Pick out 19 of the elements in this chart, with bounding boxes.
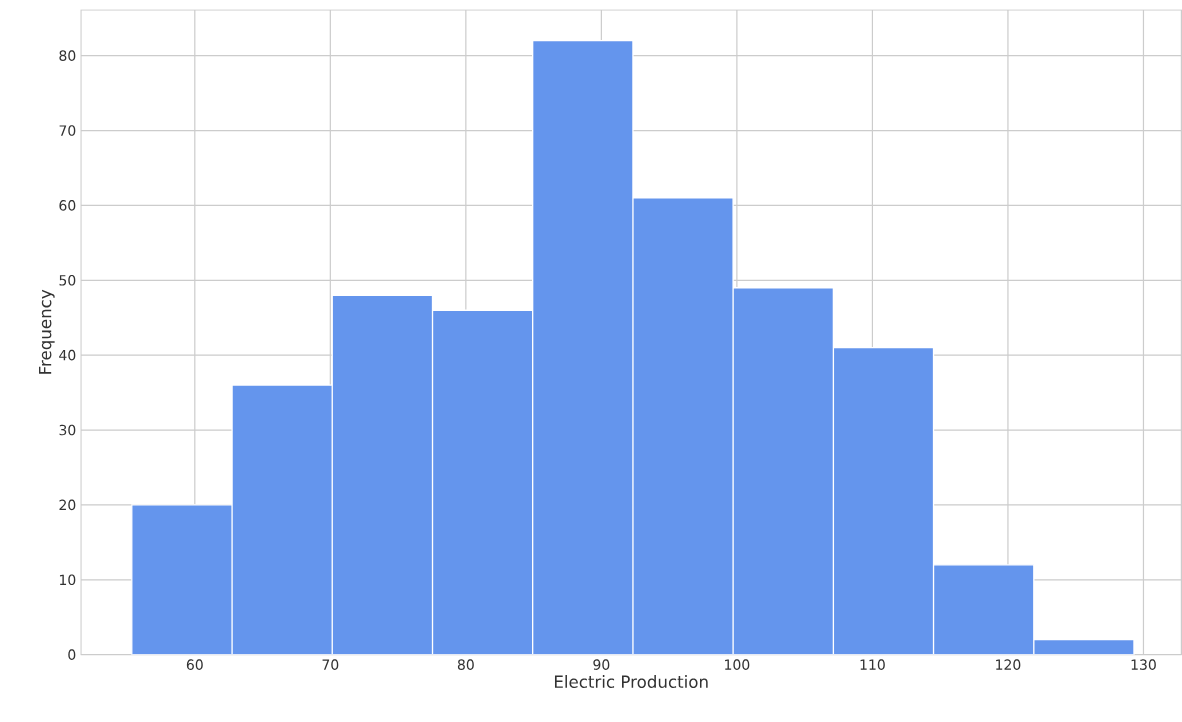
y-tick-label: 30 [59,424,76,436]
y-tick-label: 40 [59,350,76,361]
x-tick-label: 60 [186,659,203,671]
y-tick-label: 60 [59,200,76,211]
y-tick-label: 0 [68,649,76,661]
y-tick-label: 80 [59,50,76,62]
x-tick-label: 90 [593,659,610,671]
x-tick-label: 70 [322,659,339,671]
y-tick-label: 20 [59,499,76,511]
x-tick-label: 130 [1131,659,1156,671]
x-tick-label: 80 [457,659,474,671]
y-tick-label: 10 [59,574,76,586]
y-tick-label: 50 [59,275,76,286]
x-axis-title: Electric Production [554,675,708,689]
x-tick-label: 110 [860,659,885,671]
y-axis-title: Frequency [39,289,55,374]
x-tick-label: 100 [725,659,750,671]
y-tick-label: 70 [59,125,76,137]
x-tick-label: 120 [996,659,1021,671]
